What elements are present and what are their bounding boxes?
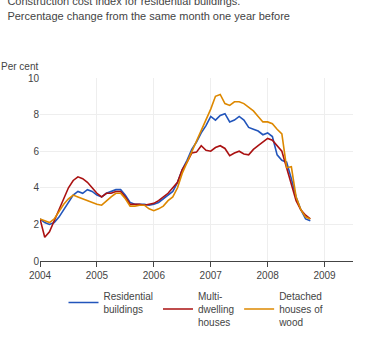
svg-text:2005: 2005: [86, 270, 109, 281]
svg-text:4: 4: [33, 182, 39, 193]
svg-text:Residentialbuildings: Residentialbuildings: [104, 291, 153, 315]
svg-text:2008: 2008: [257, 270, 280, 281]
svg-text:Detachedhouses ofwood: Detachedhouses ofwood: [278, 291, 323, 328]
svg-text:Per cent: Per cent: [1, 61, 38, 72]
svg-text:2: 2: [33, 219, 39, 230]
svg-text:10: 10: [28, 73, 40, 84]
svg-text:2007: 2007: [200, 270, 223, 281]
svg-text:Multi-dwellinghouses: Multi-dwellinghouses: [198, 291, 234, 328]
svg-text:0: 0: [33, 256, 39, 267]
svg-text:Construction cost index for re: Construction cost index for residential …: [7, 0, 290, 22]
svg-text:2006: 2006: [143, 270, 166, 281]
svg-text:2009: 2009: [313, 270, 336, 281]
svg-text:6: 6: [33, 146, 39, 157]
svg-text:2004: 2004: [29, 270, 52, 281]
svg-text:8: 8: [33, 109, 39, 120]
